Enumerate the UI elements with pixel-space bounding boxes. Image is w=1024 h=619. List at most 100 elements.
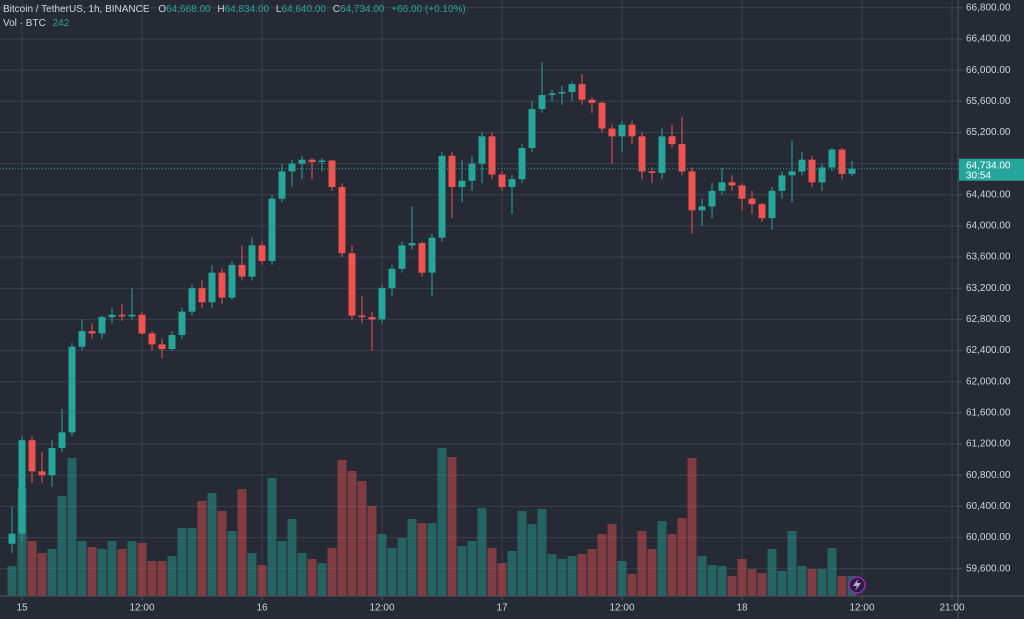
candle-body [578,84,586,100]
candle-body [638,136,646,172]
countdown: 30:54 [966,170,991,181]
volume-bar [37,553,47,596]
candle-body [108,314,116,318]
volume-bar [467,540,477,596]
volume-bar [557,558,567,596]
candle-body [628,124,636,137]
candle-body [308,159,316,163]
candle-body [708,190,716,207]
axes: 59,600.00 60,000.00 60,400.00 60,800.00 61,2… [16,2,1024,614]
legend-row: Bitcoin / TetherUS, 1h, BINANCE O64,668.… [3,3,470,17]
h-label: H [217,4,225,15]
x-tick-label: 18 [736,603,748,614]
volume-bar [507,550,517,596]
volume-bar [417,523,427,596]
candle-body [808,159,816,183]
volume-bar [547,554,557,596]
candle-body [368,317,376,320]
volume-bar [77,540,87,596]
volume-bar [367,506,377,596]
candle-body [68,346,76,433]
x-tick-label: 16 [256,603,268,614]
y-tick-label: 59,600.00 [966,563,1011,574]
vol-label: Vol · BTC [3,18,46,29]
candle-body [348,253,356,316]
bolt-glyph [853,579,861,591]
l-value: 64,640.00 [281,4,326,15]
x-tick-label: 15 [16,603,28,614]
candle-body [78,331,86,347]
candle-body [18,440,26,534]
volume-bar [247,553,257,596]
volume-bar [737,558,747,596]
candle-body [258,245,266,261]
volume-bar [147,560,157,596]
volume-bar [337,459,347,596]
change: +66.00 (+0.10%) [391,4,466,15]
x-tick-label: 12:00 [369,603,394,614]
volume-bar [87,546,97,596]
candle-body [388,268,396,289]
y-tick-label: 63,200.00 [966,283,1011,294]
candle-body [178,311,186,336]
c-label: C [332,4,340,15]
candle-body [758,204,766,219]
candle-body [788,171,796,176]
volume-bar [827,547,837,596]
y-tick-label: 61,200.00 [966,439,1011,450]
volume-bar [757,573,767,596]
candle-body [338,186,346,254]
candle-body [468,163,476,181]
volume-bar [207,493,217,596]
candle-body [728,182,736,186]
vol-value: 242 [52,18,70,29]
y-tick-label: 66,800.00 [966,2,1011,13]
candle-body [518,148,526,180]
candle-body [478,136,486,164]
y-tick-label: 62,400.00 [966,345,1011,356]
candle-body [198,288,206,303]
candle-body [188,288,196,312]
volume-bar [217,510,227,596]
candle-body [498,174,506,187]
o-value: 64,668.00 [166,4,211,15]
volume-bar [227,530,237,596]
volume-bar [27,540,37,596]
candle-body [688,171,696,211]
candle-body [148,333,156,345]
y-tick-label: 61,600.00 [966,408,1011,419]
candle-body [318,160,326,163]
x-tick-label: 12:00 [849,603,874,614]
candle-body [508,179,516,187]
volume-pane [7,448,857,596]
volume-bar [477,507,487,596]
volume-bar [177,527,187,596]
candle-body [658,136,666,173]
candle-body [128,314,136,317]
volume-bar [787,530,797,596]
volume-bar [167,556,177,596]
candle-body [818,167,826,183]
candle-body [568,84,576,92]
candle-body [118,314,126,317]
volume-bar [487,547,497,596]
candle-body [548,93,556,96]
volume-bar [687,457,697,596]
y-tick-label: 62,800.00 [966,314,1011,325]
candle-body [378,288,386,320]
candle-body [848,168,856,174]
candle-body [488,136,496,175]
volume-bar [437,448,447,596]
volume-bar [17,487,27,596]
candle-body [698,206,706,211]
y-tick-label: 60,000.00 [966,532,1011,543]
candle-body [48,447,56,476]
volume-bar [667,534,677,596]
candle-body [208,272,216,303]
candle-body [38,471,46,476]
volume-bar [127,540,137,596]
volume-bar [387,547,397,596]
candle-body [218,272,226,298]
